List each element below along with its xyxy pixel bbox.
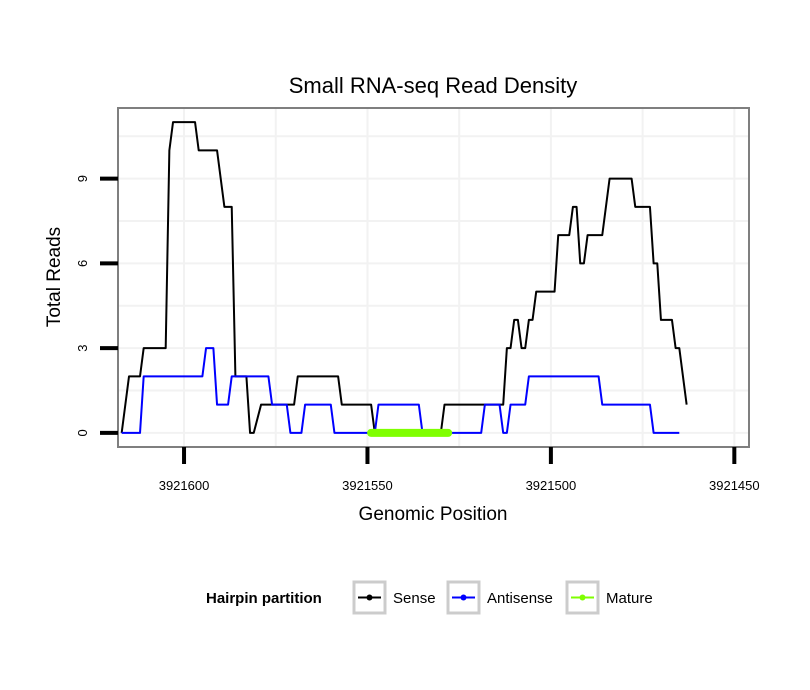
y-tick-label: 0 bbox=[75, 429, 90, 436]
gridlines bbox=[118, 108, 749, 447]
legend-entry-mature: Mature bbox=[565, 580, 653, 615]
legend-dot-sense bbox=[366, 594, 373, 601]
legend-label-sense: Sense bbox=[393, 590, 436, 607]
x-axis-title: Genomic Position bbox=[359, 504, 508, 525]
x-tick-label: 3921500 bbox=[526, 478, 577, 493]
series-line-sense bbox=[120, 121, 688, 434]
x-axis: 3921600 3921550 3921500 3921450 bbox=[159, 447, 760, 493]
legend-title: Hairpin partition bbox=[206, 590, 322, 607]
y-tick-label: 3 bbox=[75, 345, 90, 352]
series-line-antisense bbox=[121, 347, 680, 434]
x-tick-label: 3921450 bbox=[709, 478, 760, 493]
y-tick-label: 9 bbox=[75, 175, 90, 182]
plot-border bbox=[117, 107, 750, 448]
x-tick-label: 3921550 bbox=[342, 478, 393, 493]
plot-background bbox=[118, 108, 749, 447]
legend-dot-antisense bbox=[460, 594, 467, 601]
legend: Hairpin partition Sense Antisense Mature bbox=[206, 580, 653, 615]
legend-entry-antisense: Antisense bbox=[446, 580, 553, 615]
y-axis-title: Total Reads bbox=[44, 227, 65, 327]
legend-label-mature: Mature bbox=[606, 590, 653, 607]
x-tick-label: 3921600 bbox=[159, 478, 210, 493]
chart-title: Small RNA-seq Read Density bbox=[289, 73, 578, 98]
y-axis: 0 3 6 9 bbox=[75, 175, 118, 436]
legend-label-antisense: Antisense bbox=[487, 590, 553, 607]
series-layer bbox=[120, 121, 688, 437]
legend-dot-mature bbox=[579, 594, 586, 601]
y-tick-label: 6 bbox=[75, 260, 90, 267]
legend-entry-sense: Sense bbox=[352, 580, 436, 615]
